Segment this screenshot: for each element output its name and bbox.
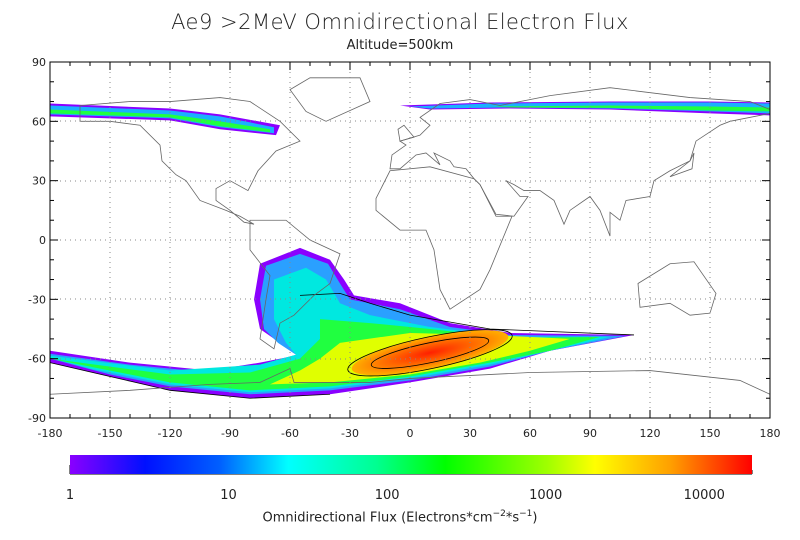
- flux-saa-core: [351, 330, 509, 376]
- africa: [376, 167, 512, 309]
- x-tick-label: 150: [700, 427, 721, 440]
- x-tick-label: -30: [341, 427, 359, 440]
- colorbar-tick-label: 1000: [529, 488, 562, 503]
- x-tick-label: -90: [221, 427, 239, 440]
- greenland: [290, 78, 370, 122]
- eurasia: [390, 88, 770, 236]
- x-tick-label: 120: [640, 427, 661, 440]
- x-axis-labels: -180 -150 -120 -90 -60 -30 0 30 60 90 120 150 180: [38, 427, 781, 440]
- x-tick-label: 30: [463, 427, 477, 440]
- colorbar-label: Omnidirectional Flux (Electrons*cm−2*s−1…: [262, 509, 538, 526]
- x-tick-label: -60: [281, 427, 299, 440]
- colorbar-tick-label: 10000: [684, 488, 725, 503]
- chart-subtitle: Altitude=500km: [346, 38, 454, 53]
- colorbar: [70, 455, 752, 474]
- x-tick-label: 90: [583, 427, 597, 440]
- x-tick-label: -150: [98, 427, 123, 440]
- australia: [638, 262, 716, 315]
- axis-ticks: [49, 61, 771, 419]
- flux-north-west-green: [50, 109, 270, 133]
- y-tick-label: -90: [28, 412, 46, 425]
- colorbar-tick-label: 1: [66, 488, 74, 503]
- y-tick-label: 60: [32, 115, 46, 128]
- chart-title: Ae9 >2MeV Omnidirectional Electron Flux: [171, 10, 629, 34]
- flux-contours: [50, 293, 634, 398]
- colorbar-tick-label: 100: [375, 488, 400, 503]
- y-tick-label: -60: [28, 353, 46, 366]
- grid: [50, 62, 770, 418]
- japan: [670, 153, 694, 177]
- y-tick-label: 90: [32, 56, 46, 69]
- north-america: [80, 98, 300, 225]
- y-tick-label: -30: [28, 293, 46, 306]
- uk: [398, 125, 414, 141]
- south-america: [250, 220, 340, 349]
- colorbar-tick-labels: 1 10 100 1000 10000: [66, 488, 725, 503]
- x-tick-label: 0: [407, 427, 414, 440]
- x-tick-label: 60: [523, 427, 537, 440]
- colorbar-tick-label: 10: [220, 488, 237, 503]
- coastlines: [50, 78, 770, 394]
- flux-north-east-green: [490, 105, 770, 112]
- antarctica: [50, 369, 770, 395]
- y-axis-labels: 90 60 30 0 -30 -60 -90: [28, 56, 46, 425]
- y-tick-label: 0: [39, 234, 46, 247]
- y-tick-label: 30: [32, 175, 46, 188]
- x-tick-label: -180: [38, 427, 63, 440]
- x-tick-label: -120: [158, 427, 183, 440]
- x-tick-label: 180: [760, 427, 781, 440]
